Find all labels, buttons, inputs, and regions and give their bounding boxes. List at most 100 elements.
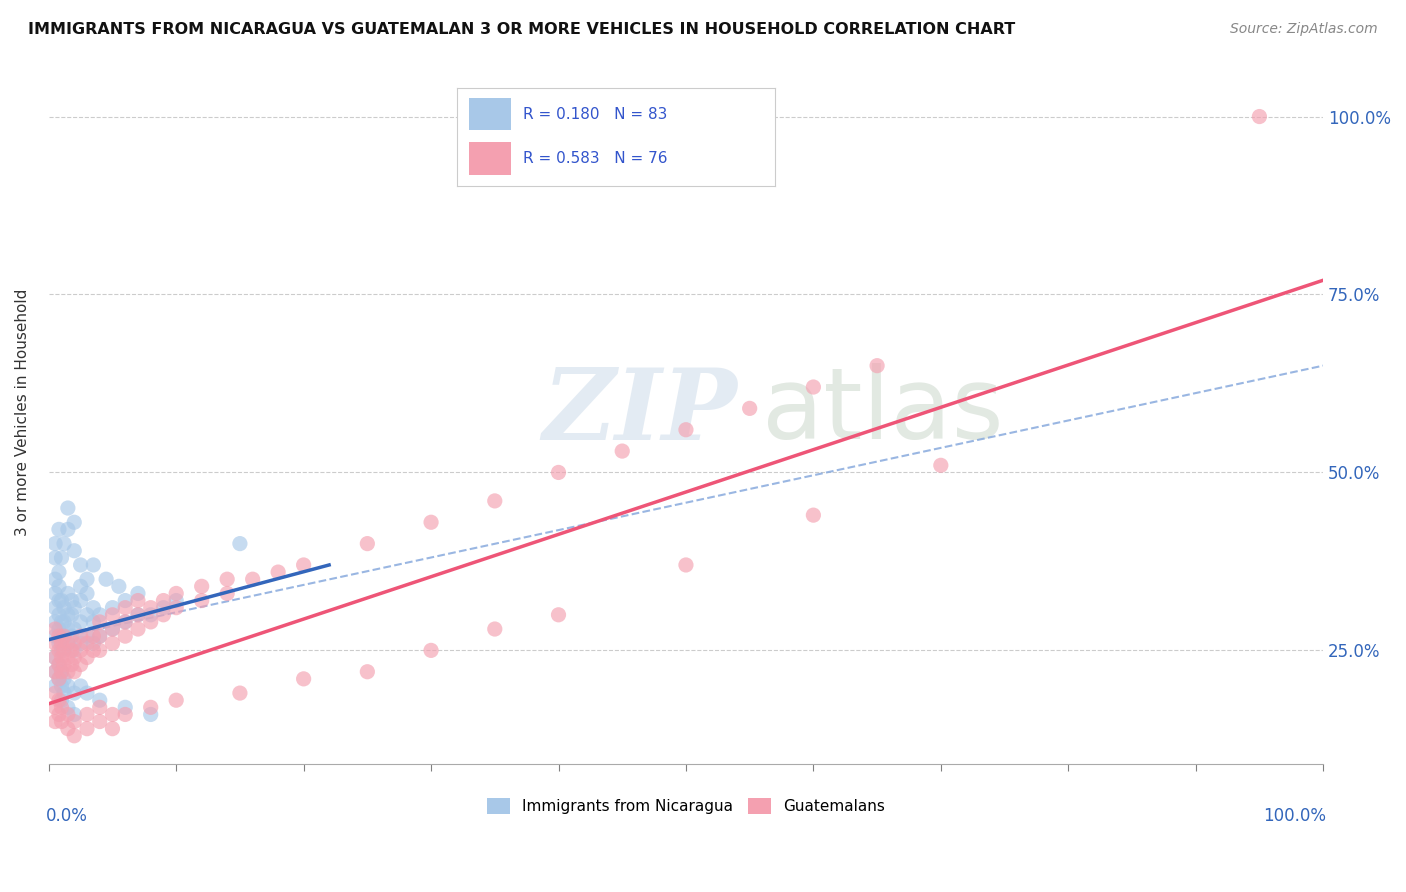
- Text: atlas: atlas: [762, 363, 1004, 460]
- Point: [89, 700, 111, 714]
- Point: [51, 550, 73, 565]
- Point: [56, 650, 79, 665]
- Point: [63, 707, 86, 722]
- Point: [44, 629, 66, 643]
- Point: [114, 700, 136, 714]
- Point: [63, 665, 86, 679]
- Point: [76, 572, 98, 586]
- Point: [56, 522, 79, 536]
- Point: [803, 508, 825, 523]
- Point: [114, 707, 136, 722]
- Point: [56, 622, 79, 636]
- Point: [44, 714, 66, 729]
- Point: [51, 593, 73, 607]
- Point: [89, 643, 111, 657]
- Point: [165, 586, 187, 600]
- Point: [63, 622, 86, 636]
- Point: [44, 600, 66, 615]
- Point: [56, 679, 79, 693]
- Point: [44, 636, 66, 650]
- Point: [89, 714, 111, 729]
- Point: [69, 643, 91, 657]
- Point: [127, 607, 149, 622]
- Point: [292, 558, 315, 572]
- Text: 0.0%: 0.0%: [46, 806, 89, 824]
- Point: [69, 615, 91, 629]
- Point: [101, 622, 124, 636]
- Point: [48, 565, 70, 579]
- Point: [76, 607, 98, 622]
- Point: [56, 722, 79, 736]
- Point: [139, 600, 162, 615]
- Point: [69, 636, 91, 650]
- Point: [803, 380, 825, 394]
- Point: [612, 444, 634, 458]
- Point: [139, 700, 162, 714]
- Point: [60, 643, 83, 657]
- Point: [51, 636, 73, 650]
- Point: [76, 686, 98, 700]
- Point: [76, 629, 98, 643]
- Point: [60, 629, 83, 643]
- Point: [44, 622, 66, 636]
- Point: [82, 615, 104, 629]
- Point: [165, 693, 187, 707]
- Point: [60, 657, 83, 672]
- Point: [51, 615, 73, 629]
- Point: [89, 607, 111, 622]
- Point: [51, 665, 73, 679]
- Point: [229, 686, 252, 700]
- Point: [63, 729, 86, 743]
- Point: [101, 607, 124, 622]
- Point: [190, 579, 212, 593]
- Point: [267, 565, 290, 579]
- Point: [48, 693, 70, 707]
- Point: [114, 615, 136, 629]
- Point: [44, 665, 66, 679]
- Point: [44, 700, 66, 714]
- Point: [44, 679, 66, 693]
- Point: [108, 579, 131, 593]
- Point: [63, 686, 86, 700]
- Point: [127, 593, 149, 607]
- Point: [60, 607, 83, 622]
- Point: [139, 607, 162, 622]
- Point: [89, 615, 111, 629]
- Point: [69, 579, 91, 593]
- Point: [89, 693, 111, 707]
- Point: [76, 707, 98, 722]
- Point: [101, 707, 124, 722]
- Point: [48, 636, 70, 650]
- Point: [69, 593, 91, 607]
- Point: [56, 607, 79, 622]
- Text: Source: ZipAtlas.com: Source: ZipAtlas.com: [1230, 22, 1378, 37]
- Point: [48, 607, 70, 622]
- Point: [53, 672, 76, 686]
- Point: [56, 700, 79, 714]
- Point: [101, 722, 124, 736]
- Point: [76, 650, 98, 665]
- Point: [60, 593, 83, 607]
- Point: [53, 615, 76, 629]
- Point: [56, 501, 79, 516]
- Point: [48, 707, 70, 722]
- Point: [420, 515, 443, 529]
- Point: [101, 600, 124, 615]
- Point: [53, 657, 76, 672]
- Point: [56, 586, 79, 600]
- Point: [94, 572, 117, 586]
- Point: [114, 629, 136, 643]
- Point: [82, 558, 104, 572]
- Point: [69, 657, 91, 672]
- Point: [48, 622, 70, 636]
- Point: [48, 657, 70, 672]
- Point: [152, 593, 174, 607]
- Point: [48, 629, 70, 643]
- Point: [356, 665, 378, 679]
- Point: [101, 636, 124, 650]
- Point: [929, 458, 952, 473]
- Point: [114, 615, 136, 629]
- Point: [51, 650, 73, 665]
- Point: [356, 536, 378, 550]
- Point: [44, 550, 66, 565]
